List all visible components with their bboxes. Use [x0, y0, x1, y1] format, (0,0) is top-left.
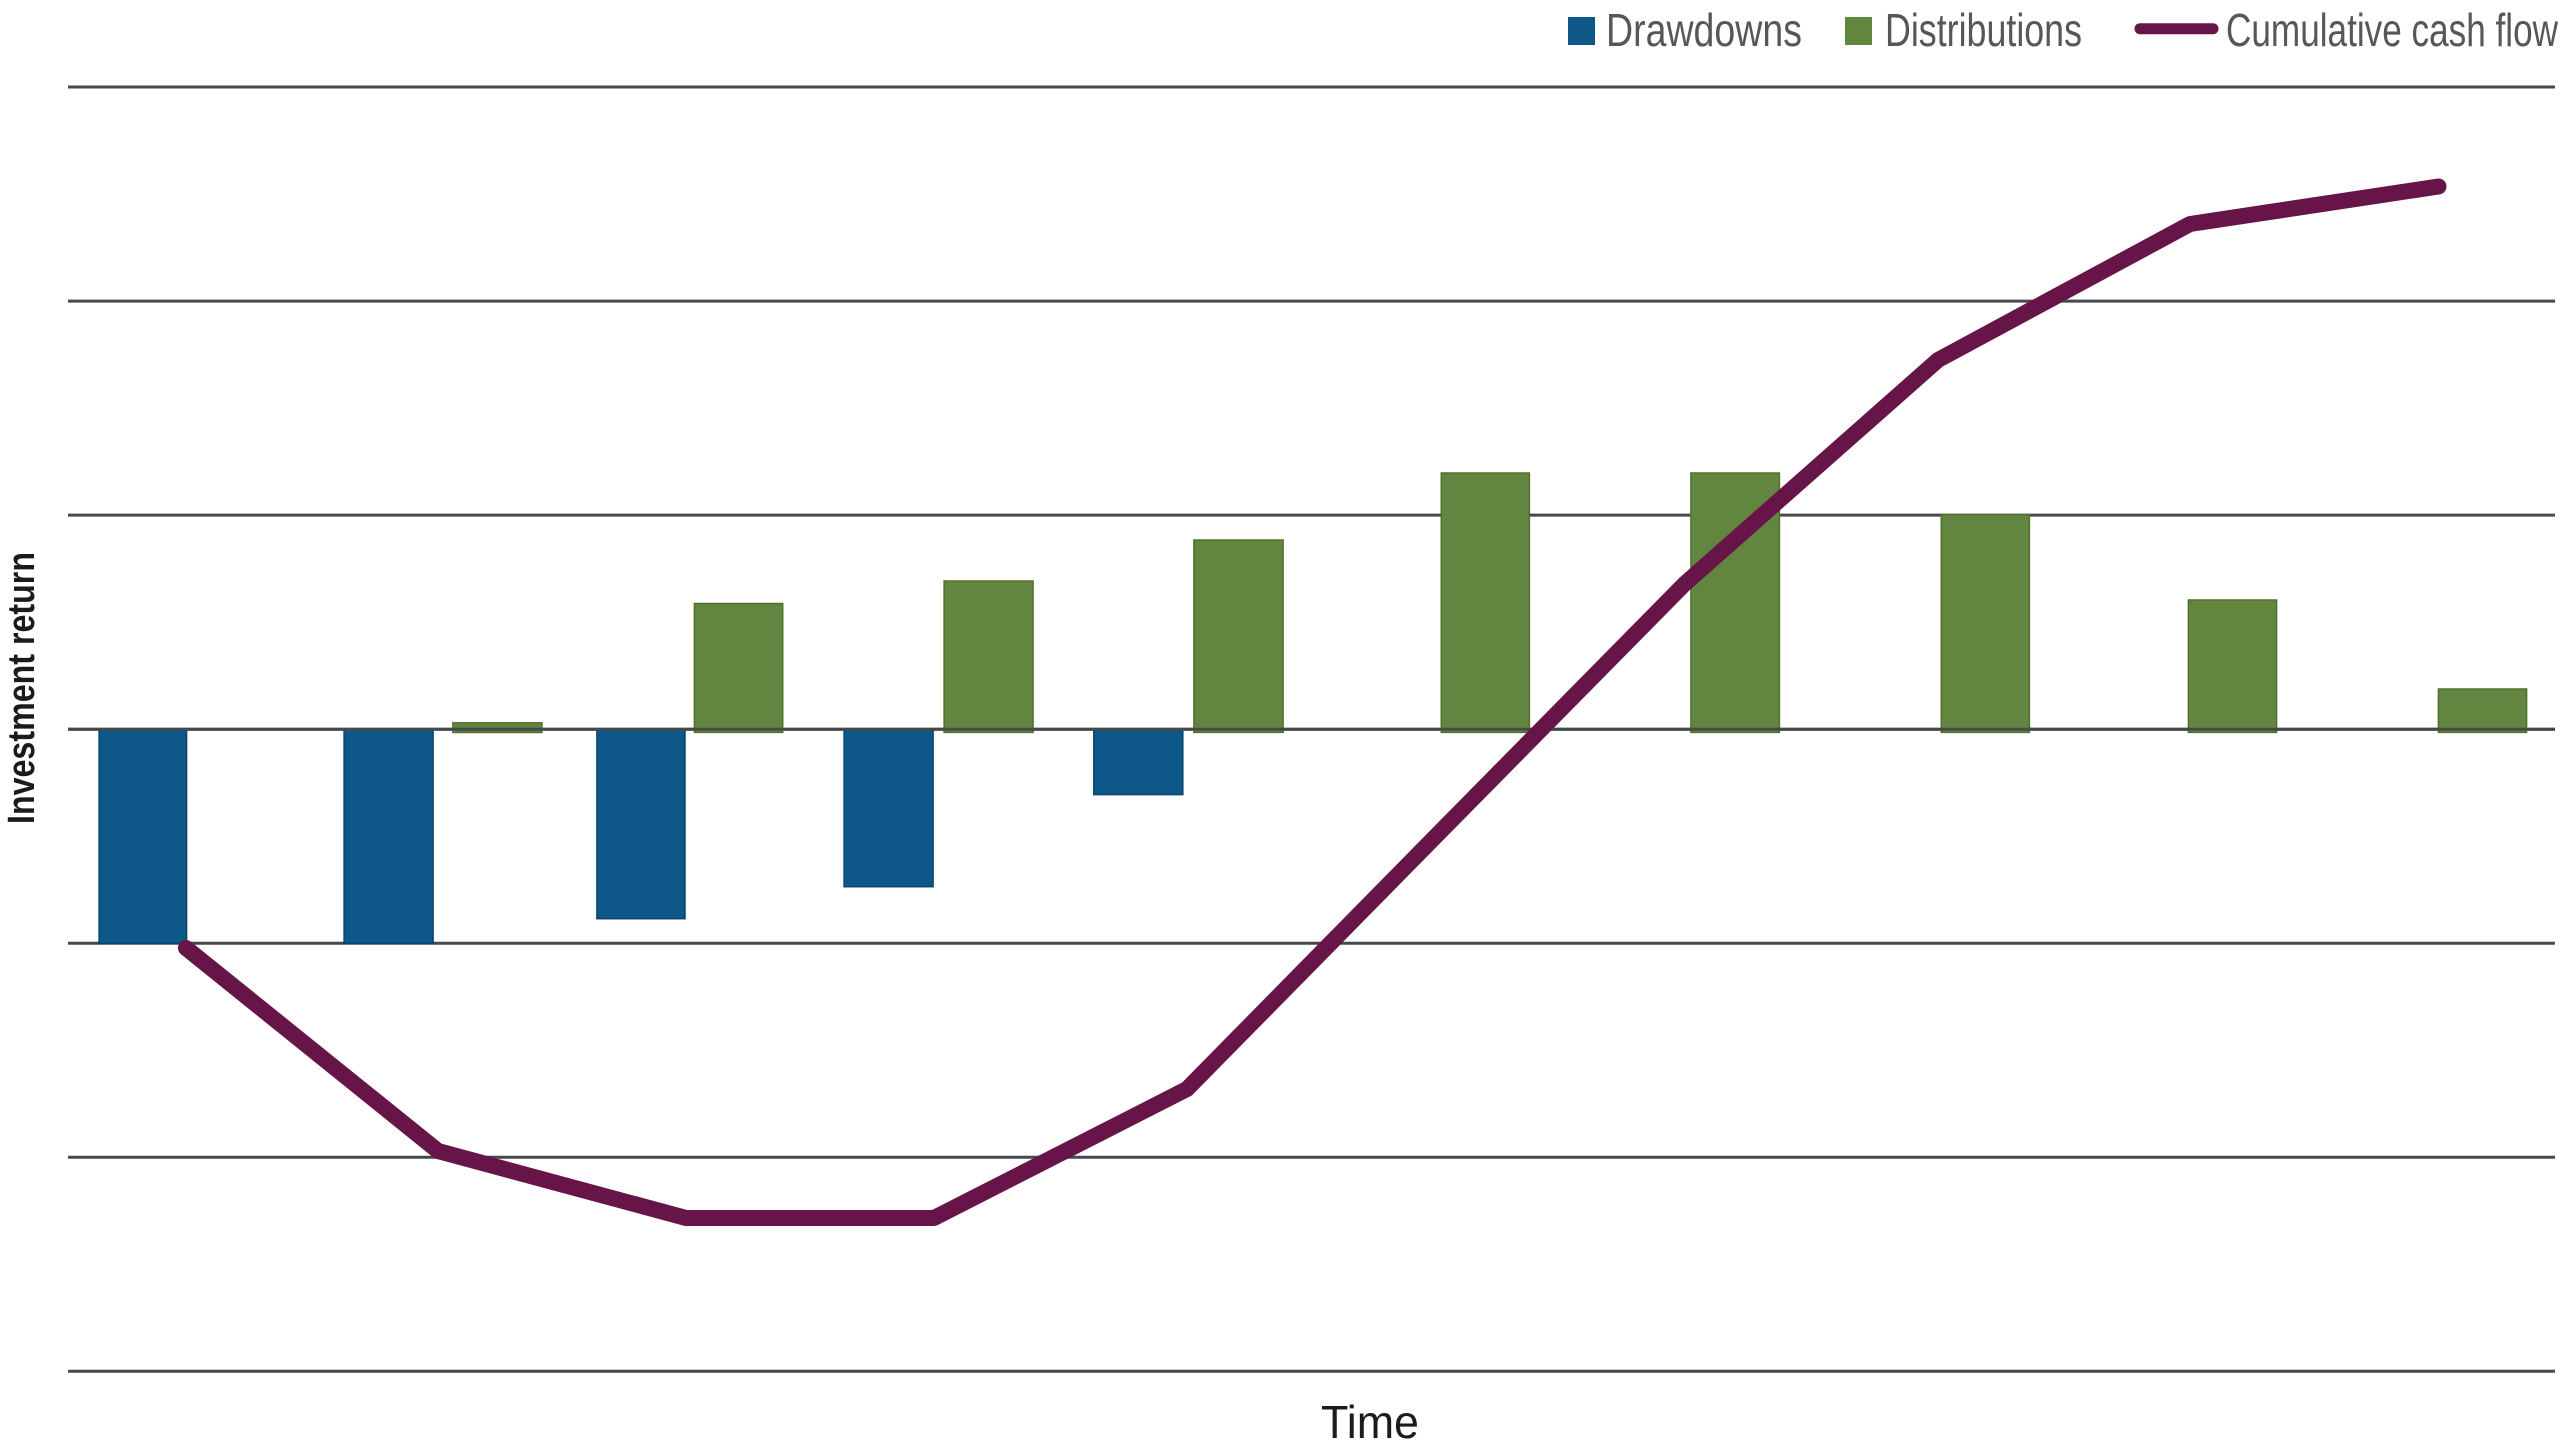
- svg-text:Drawdowns: Drawdowns: [1606, 4, 1802, 56]
- svg-text:Investment return: Investment return: [1, 552, 43, 824]
- svg-text:Cumulative cash flow: Cumulative cash flow: [2226, 4, 2559, 56]
- svg-text:Distributions: Distributions: [1885, 4, 2082, 56]
- svg-text:Time: Time: [1321, 1396, 1419, 1440]
